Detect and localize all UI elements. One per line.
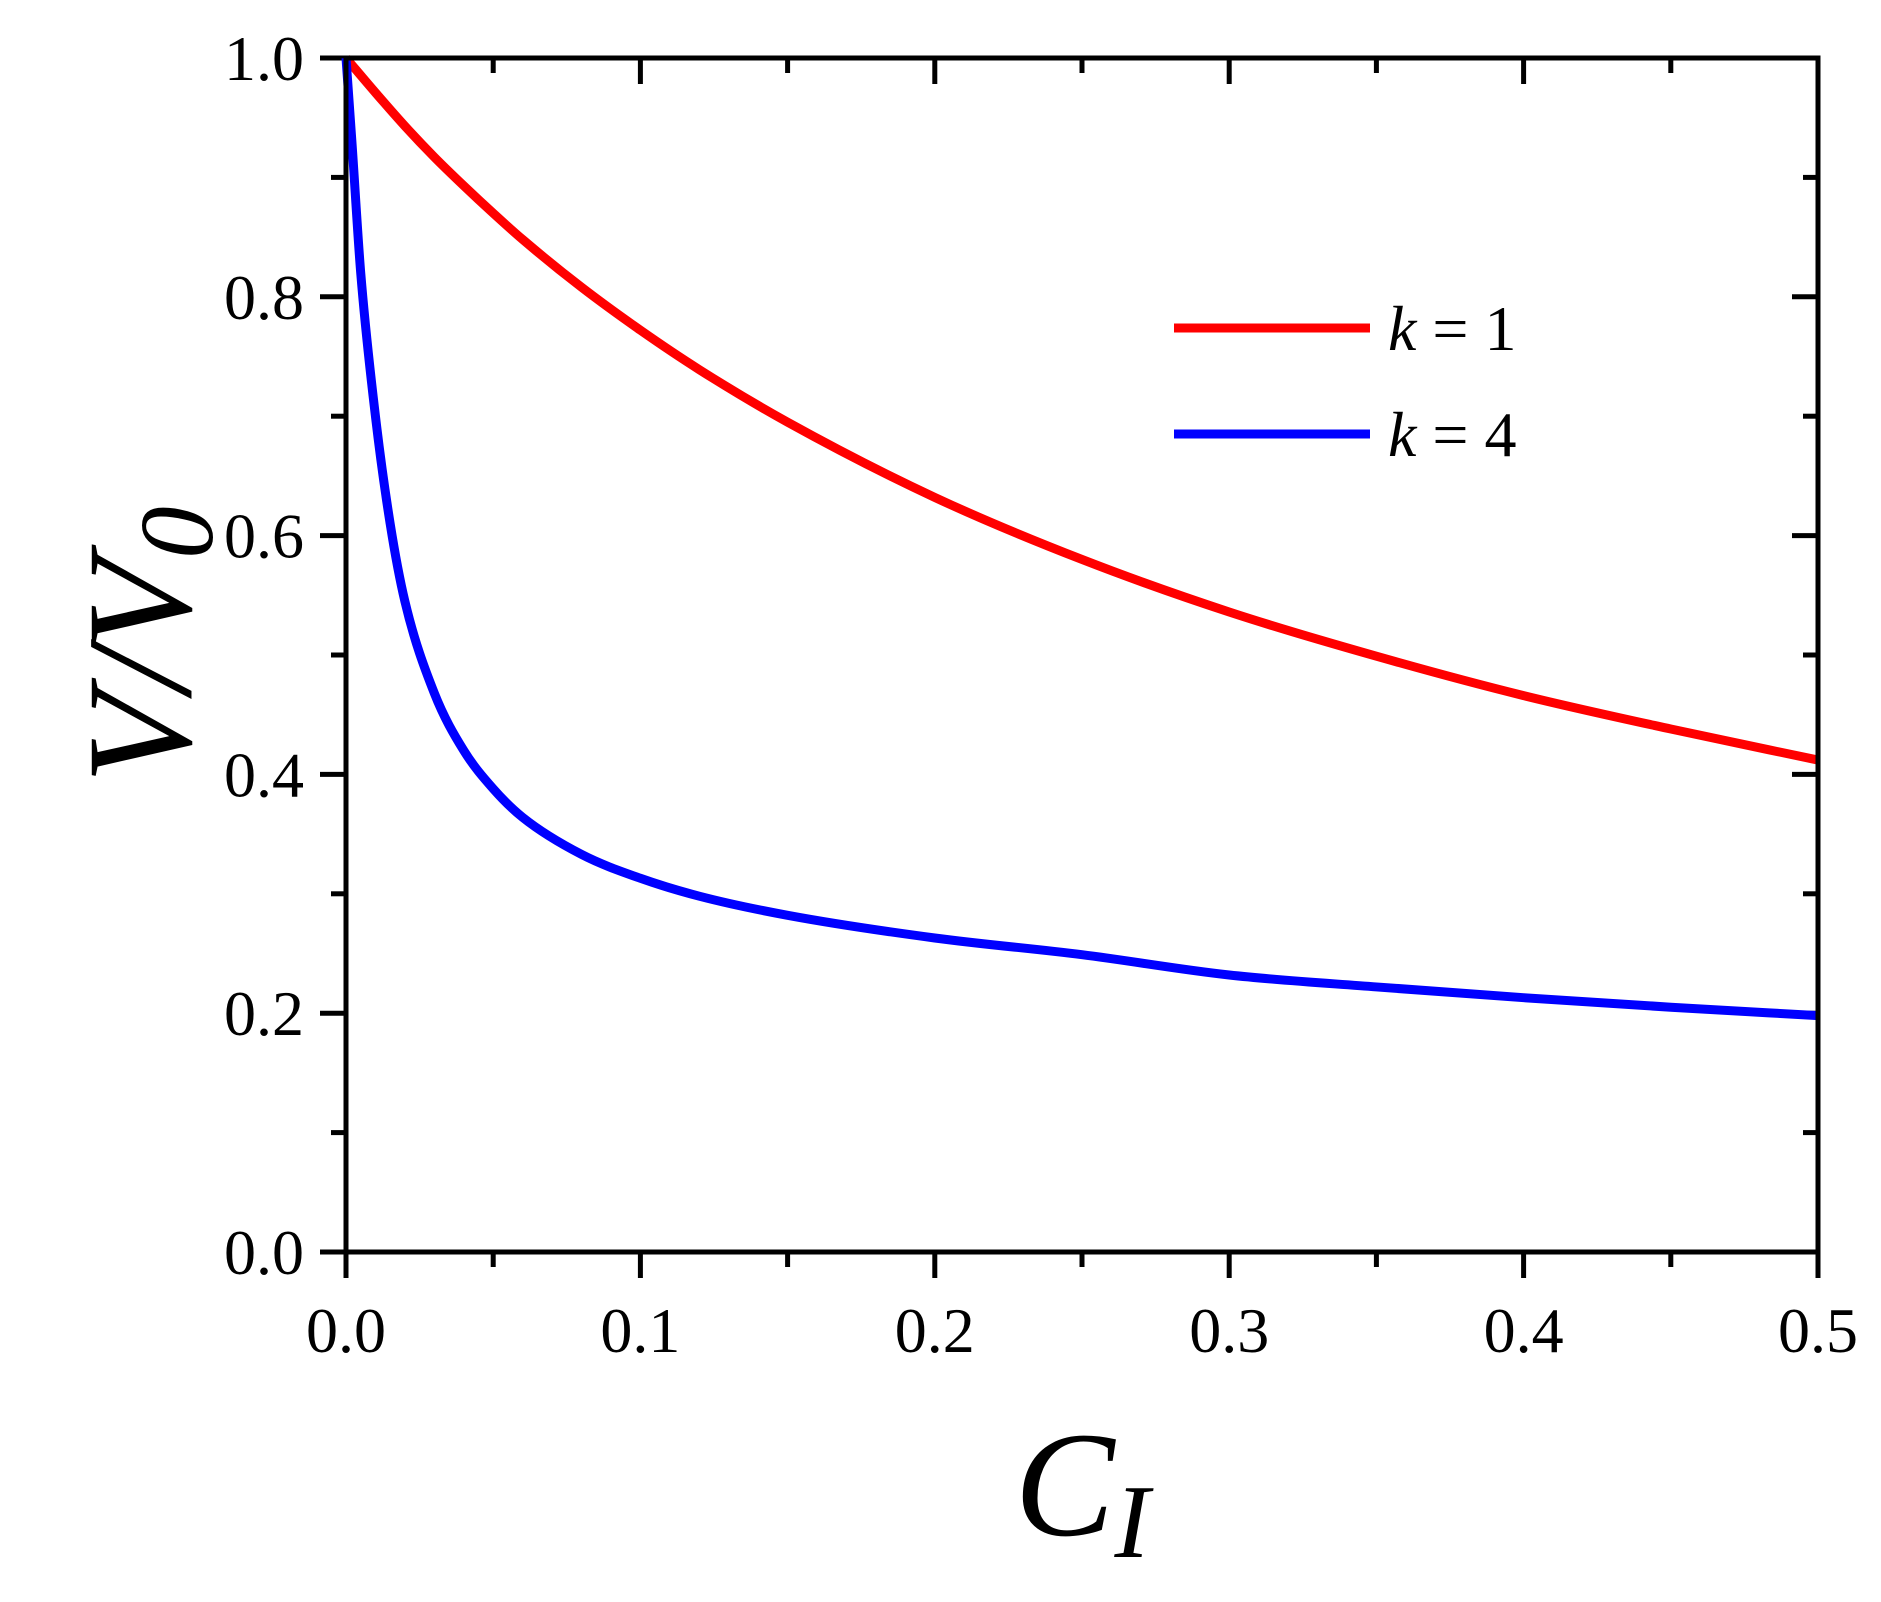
y-axis-title: V/V0 [57,506,235,783]
series-line-2 [341,57,1819,1021]
axis-ticks [320,55,1821,1278]
x-axis-title: CI [1014,1402,1154,1580]
legend: k = 1k = 4 [1174,293,1517,470]
legend-var: k [1388,293,1418,364]
axis-tick-labels: 0.0 0.1 0.2 0.3 0.4 0.5 0.0 0.2 0.4 0.6 0.8 1.0 [224,23,1858,1366]
series-group [341,55,1819,1021]
x-tick-label: 0.4 [1484,1295,1564,1366]
y-tick-label: 0.2 [224,978,304,1049]
legend-eq: = 4 [1416,399,1516,470]
x-tick-label: 0.3 [1189,1295,1269,1366]
x-tick-label: 0.2 [895,1295,975,1366]
series-line-1 [342,55,1819,765]
x-tick-label: 0.5 [1778,1295,1858,1366]
x-axis-title-main: C [1014,1402,1116,1568]
y-tick-label: 1.0 [224,23,304,94]
y-tick-label: 0.0 [224,1217,304,1288]
y-axis-title-sub: 0 [118,506,235,559]
plot-frame [343,55,1821,1255]
legend-label-1: k = 1 [1388,293,1517,364]
y-tick-label: 0.8 [224,262,304,333]
y-tick-label: 0.6 [224,501,304,572]
legend-label-2: k = 4 [1388,399,1517,470]
legend-eq: = 1 [1416,293,1516,364]
x-axis-title-sub: I [1114,1463,1155,1580]
x-tick-label: 0.0 [306,1295,386,1366]
y-tick-label: 0.4 [224,739,304,810]
y-axis-title-main: V/V [57,543,223,783]
x-tick-label: 0.1 [600,1295,680,1366]
legend-var: k [1388,399,1418,470]
